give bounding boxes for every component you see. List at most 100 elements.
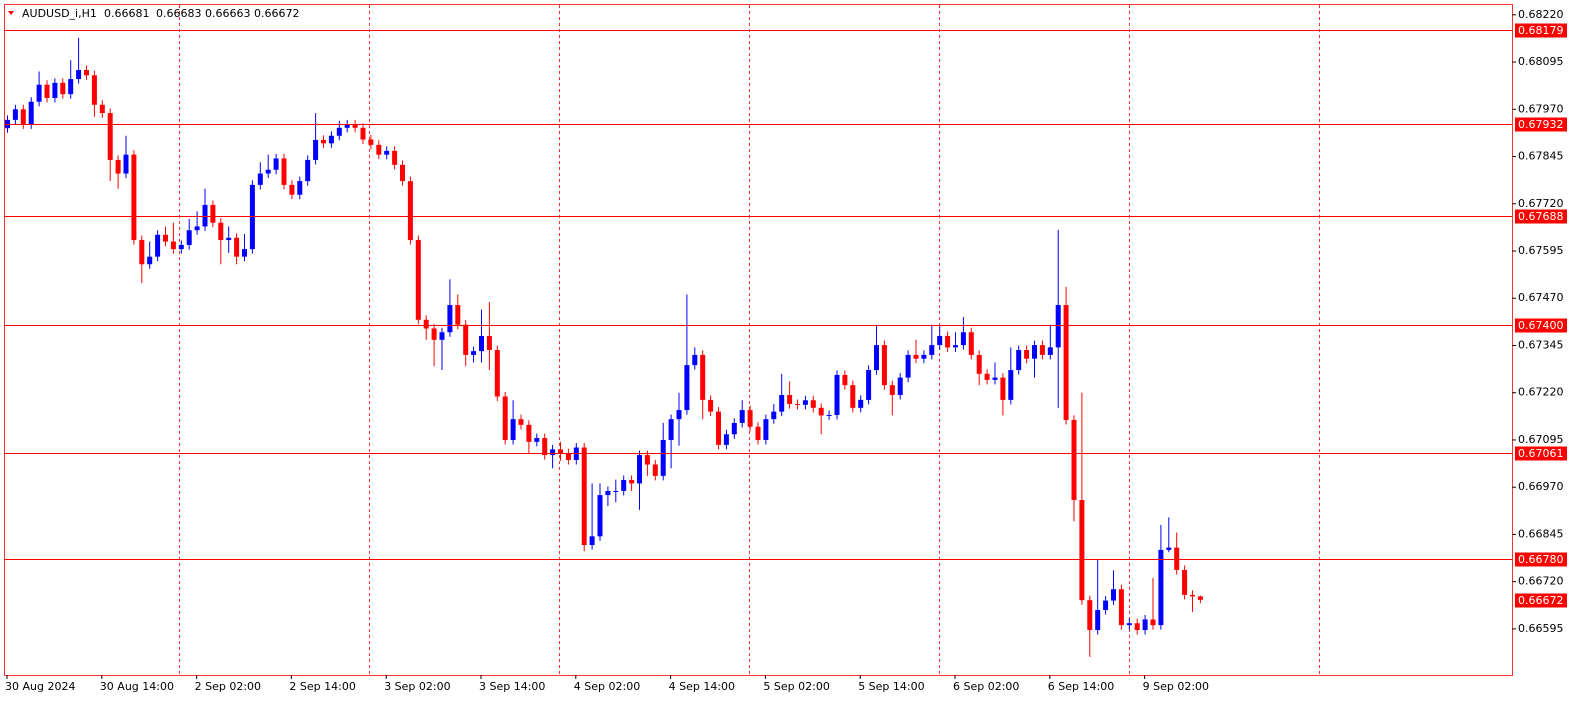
candle-body xyxy=(423,319,429,329)
candle-body xyxy=(613,490,619,492)
candle-body xyxy=(652,464,658,476)
candle-body xyxy=(178,244,184,250)
candle-body xyxy=(210,204,216,223)
candle-body xyxy=(1190,594,1195,597)
level-label: 0.68179 xyxy=(1518,24,1564,37)
header-low: 0.66663 xyxy=(205,7,251,20)
candle-body xyxy=(692,354,698,366)
candle-body xyxy=(352,124,358,128)
menu-arrow[interactable] xyxy=(8,11,14,15)
x-tick-label: 4 Sep 14:00 xyxy=(669,680,735,693)
y-tick-label: 0.67220 xyxy=(1518,386,1564,399)
candle-body xyxy=(787,394,793,405)
candle-body xyxy=(439,332,445,340)
candle-body xyxy=(795,404,800,406)
candle-body xyxy=(953,345,958,348)
candle-body xyxy=(1024,350,1030,359)
header-close: 0.66672 xyxy=(254,7,300,20)
candle-body xyxy=(1182,569,1188,595)
level-label-box xyxy=(1515,209,1567,224)
candle-body xyxy=(28,101,34,125)
x-tick-label: 30 Aug 14:00 xyxy=(100,680,174,693)
candle-body xyxy=(984,373,990,380)
level-label: 0.67688 xyxy=(1518,210,1564,223)
candle-body xyxy=(265,169,271,174)
candle-body xyxy=(123,154,129,174)
x-tick-label: 2 Sep 02:00 xyxy=(195,680,261,693)
candle-body xyxy=(99,104,105,114)
level-label: 0.67400 xyxy=(1518,319,1564,332)
candle-body xyxy=(1047,347,1053,355)
candle-body xyxy=(913,354,919,359)
candle-body xyxy=(12,109,18,120)
candle-body xyxy=(1126,623,1132,626)
candle-body xyxy=(368,139,374,145)
candle-body xyxy=(1118,589,1124,626)
candle-body xyxy=(605,490,611,496)
x-tick-label: 6 Sep 14:00 xyxy=(1048,680,1114,693)
y-tick-label: 0.67720 xyxy=(1518,197,1564,210)
level-label-box xyxy=(1515,318,1567,333)
candle-body xyxy=(336,127,342,136)
x-tick-label: 30 Aug 2024 xyxy=(5,680,75,693)
y-tick-label: 0.67095 xyxy=(1518,433,1564,446)
candle-body xyxy=(107,113,113,160)
candle-body xyxy=(163,234,168,242)
candle-body xyxy=(992,377,998,380)
candle-body xyxy=(818,407,824,416)
candle-body xyxy=(739,410,745,423)
candle-body xyxy=(526,424,532,442)
chart-title: AUDUSD_i,H1 xyxy=(22,7,97,20)
candle-body xyxy=(802,400,808,405)
candle-body xyxy=(708,399,714,412)
candle-body xyxy=(328,135,334,144)
plot-frame xyxy=(4,4,1513,676)
level-label-box xyxy=(1515,446,1567,461)
candle-body xyxy=(91,75,97,105)
x-tick-label: 4 Sep 02:00 xyxy=(574,680,640,693)
candle-body xyxy=(60,82,66,95)
candle-body xyxy=(779,394,785,412)
x-tick-label: 3 Sep 14:00 xyxy=(479,680,545,693)
candle-body xyxy=(20,109,26,125)
candle-body xyxy=(826,415,832,417)
level-label: 0.67061 xyxy=(1518,447,1564,460)
candle-body xyxy=(1032,345,1037,359)
candle-body xyxy=(558,449,563,454)
candle-body xyxy=(479,336,484,352)
candle-body xyxy=(716,411,721,445)
candle-body xyxy=(644,455,650,465)
candle-body xyxy=(763,419,769,440)
level-label: 0.66780 xyxy=(1518,553,1564,566)
candle-body xyxy=(242,249,247,257)
candle-body xyxy=(431,328,437,340)
y-tick-label: 0.67845 xyxy=(1518,150,1564,163)
candle-body xyxy=(905,354,911,378)
candle-body xyxy=(407,181,413,241)
candle-body xyxy=(234,237,240,257)
candle-body xyxy=(52,82,58,98)
candle-body xyxy=(597,495,603,537)
level-label-box xyxy=(1515,552,1567,567)
candle-body xyxy=(463,324,469,355)
candle-body xyxy=(1158,549,1164,626)
candle-body xyxy=(218,222,224,241)
candle-body xyxy=(384,150,390,155)
candle-body xyxy=(131,154,137,241)
candle-body xyxy=(747,410,753,427)
candle-body xyxy=(455,305,461,325)
candle-body xyxy=(731,422,737,435)
candle-body xyxy=(194,226,200,231)
candle-body xyxy=(676,410,682,420)
candle-body xyxy=(226,237,232,241)
candle-body xyxy=(115,159,121,174)
candle-body xyxy=(170,241,176,250)
candle-body xyxy=(621,480,627,491)
candle-body xyxy=(486,336,492,351)
candle-body xyxy=(1150,619,1156,626)
candle-body xyxy=(668,419,674,440)
vertical-grid xyxy=(179,5,1320,675)
candle-body xyxy=(771,411,777,420)
candle-body xyxy=(897,377,903,395)
